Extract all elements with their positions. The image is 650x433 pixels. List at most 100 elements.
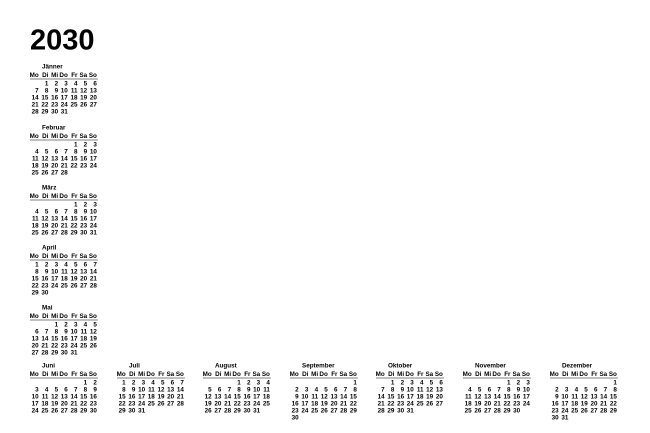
- day-number: 17: [138, 394, 146, 401]
- day-number: 13: [330, 394, 338, 401]
- day-number: 14: [61, 216, 69, 223]
- day-number: 16: [513, 394, 521, 401]
- day-number: 21: [177, 394, 185, 401]
- day-number: 16: [80, 156, 88, 163]
- day-number: 2: [93, 380, 97, 387]
- weekday-header: Mi: [51, 193, 58, 200]
- day-number: 6: [84, 262, 88, 269]
- day-number: 12: [70, 269, 78, 276]
- weekday-header: Do: [232, 371, 241, 378]
- day-number: 5: [208, 387, 212, 394]
- day-number: 1: [84, 380, 88, 387]
- day-number: 14: [600, 394, 608, 401]
- day-number: 21: [340, 401, 348, 408]
- weekday-header: Sa: [425, 371, 433, 378]
- day-number: 23: [243, 401, 251, 408]
- day-number: 16: [51, 95, 59, 102]
- day-number: 9: [93, 387, 97, 394]
- day-number: 10: [523, 387, 531, 394]
- month-name: April: [42, 245, 57, 252]
- day-number: 24: [90, 223, 98, 230]
- day-number: 19: [321, 401, 329, 408]
- day-number: 3: [142, 380, 146, 387]
- day-number: 11: [148, 387, 155, 394]
- day-number: 25: [70, 102, 78, 109]
- day-number: 27: [51, 170, 59, 177]
- day-number: 25: [465, 408, 473, 415]
- day-number: 26: [80, 102, 88, 109]
- day-number: 11: [311, 394, 318, 401]
- day-number: 28: [61, 230, 69, 237]
- day-number: 6: [334, 387, 338, 394]
- day-number: 14: [61, 156, 69, 163]
- day-number: 3: [64, 81, 68, 88]
- day-number: 30: [292, 415, 300, 422]
- day-number: 5: [430, 380, 434, 387]
- day-number: 13: [214, 394, 222, 401]
- weekday-header: Di: [42, 72, 49, 79]
- weekday-header: Sa: [79, 371, 87, 378]
- day-number: 5: [161, 380, 165, 387]
- day-number: 13: [51, 156, 59, 163]
- weekday-header: Mi: [138, 371, 145, 378]
- day-number: 30: [51, 109, 59, 116]
- day-number: 8: [84, 387, 88, 394]
- weekday-header: Di: [475, 371, 482, 378]
- day-number: 7: [497, 387, 501, 394]
- day-number: 15: [70, 156, 78, 163]
- weekday-header: Sa: [79, 133, 87, 140]
- day-number: 28: [32, 109, 40, 116]
- day-number: 21: [90, 276, 98, 283]
- day-number: 25: [80, 343, 88, 350]
- day-number: 19: [90, 336, 98, 343]
- day-number: 17: [70, 336, 78, 343]
- day-number: 12: [90, 329, 98, 336]
- weekday-header: Sa: [79, 193, 87, 200]
- weekday-header: So: [89, 133, 97, 140]
- day-number: 8: [613, 387, 617, 394]
- day-number: 15: [234, 394, 242, 401]
- day-number: 14: [378, 394, 386, 401]
- day-number: 9: [247, 387, 251, 394]
- day-number: 9: [555, 394, 559, 401]
- day-number: 2: [401, 380, 405, 387]
- weekday-header: Mo: [30, 133, 39, 140]
- day-number: 15: [70, 216, 78, 223]
- day-number: 3: [74, 322, 78, 329]
- day-number: 22: [51, 343, 59, 350]
- day-number: 25: [311, 408, 319, 415]
- day-number: 10: [138, 387, 146, 394]
- weekday-header: Mi: [51, 371, 58, 378]
- day-number: 11: [71, 88, 78, 95]
- day-number: 23: [292, 408, 300, 415]
- day-number: 18: [32, 223, 40, 230]
- day-number: 4: [35, 209, 39, 216]
- day-number: 12: [41, 216, 49, 223]
- day-number: 6: [55, 149, 59, 156]
- day-number: 27: [32, 350, 40, 357]
- day-number: 25: [416, 401, 424, 408]
- day-number: 27: [330, 408, 338, 415]
- day-number: 18: [263, 394, 271, 401]
- day-number: 16: [397, 394, 405, 401]
- day-number: 28: [70, 408, 78, 415]
- day-number: 13: [80, 269, 88, 276]
- day-number: 1: [55, 322, 59, 329]
- day-number: 30: [128, 408, 136, 415]
- day-number: 26: [157, 401, 165, 408]
- day-number: 31: [70, 350, 78, 357]
- day-number: 7: [180, 380, 184, 387]
- day-number: 3: [55, 262, 59, 269]
- month-name: August: [215, 363, 238, 370]
- day-number: 25: [263, 401, 271, 408]
- day-number: 23: [61, 343, 69, 350]
- day-number: 6: [55, 209, 59, 216]
- weekday-header: Di: [42, 313, 49, 320]
- day-number: 19: [41, 163, 49, 170]
- day-number: 28: [378, 408, 386, 415]
- day-number: 27: [214, 408, 222, 415]
- day-number: 21: [41, 343, 49, 350]
- day-number: 5: [45, 149, 49, 156]
- day-number: 8: [55, 329, 59, 336]
- day-number: 15: [350, 394, 358, 401]
